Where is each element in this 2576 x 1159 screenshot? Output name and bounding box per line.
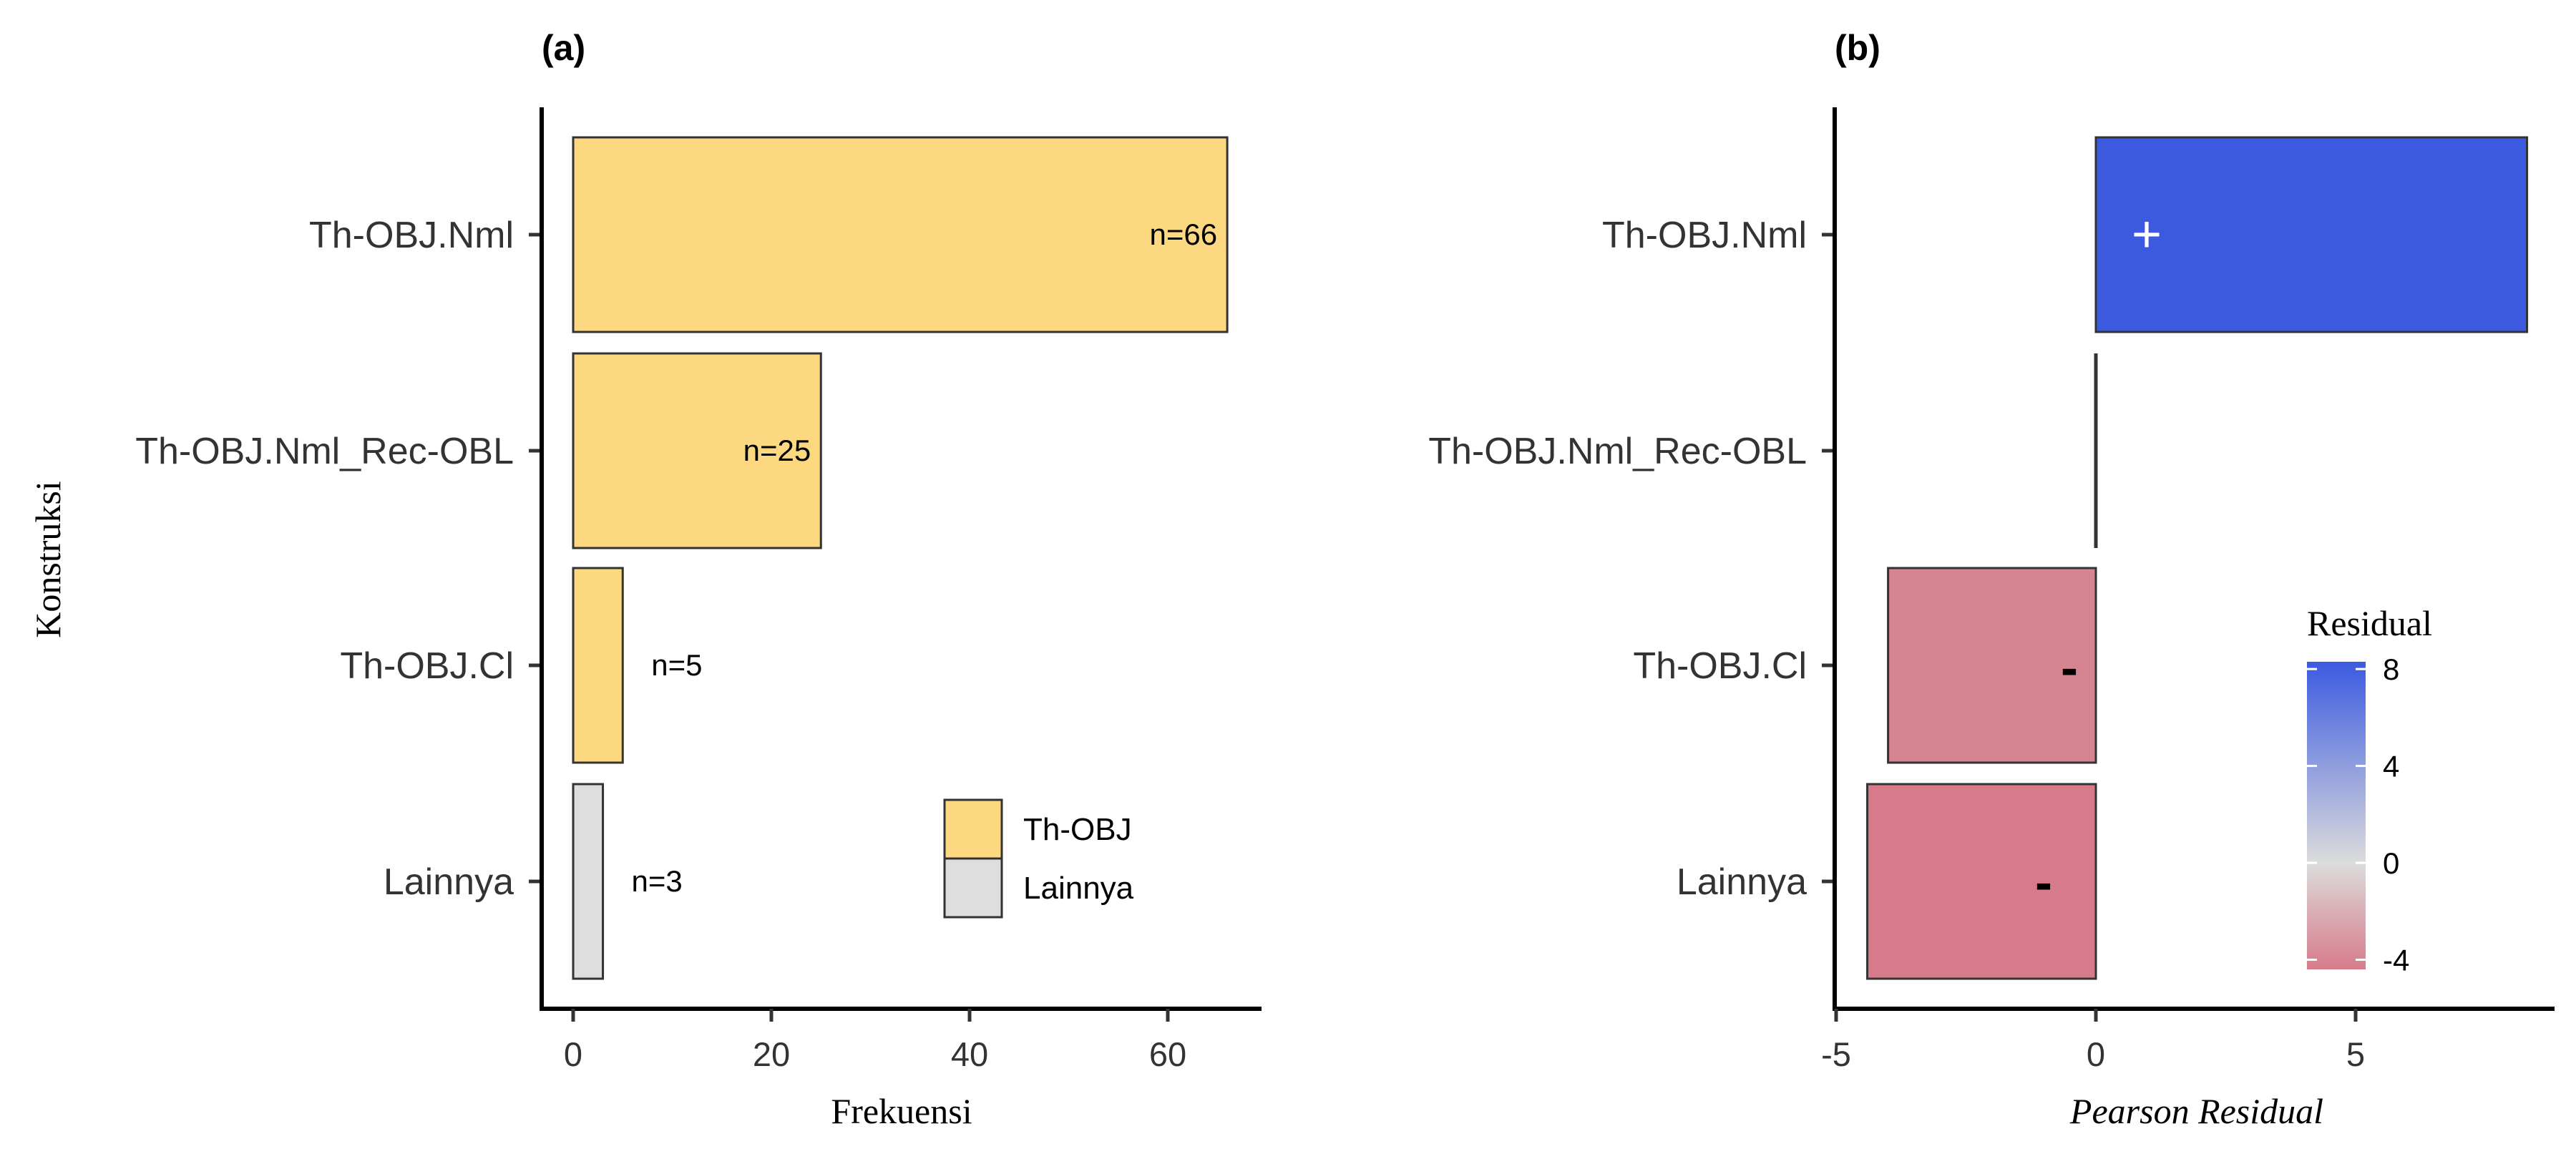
colorbar-tick-label-3: -4	[2383, 943, 2409, 977]
sign-b-0: +	[2132, 206, 2162, 263]
data-label-a-1: n=25	[743, 434, 811, 467]
colorbar-title: Residual	[2307, 603, 2432, 643]
colorbar-tick-label-0: 8	[2383, 652, 2399, 686]
legend-swatch-0	[943, 798, 1003, 860]
bar-a-1	[572, 352, 822, 549]
category-label-b-3: Lainnya	[1677, 861, 1807, 903]
x-axis-title-b: Pearson Residual	[2069, 1091, 2323, 1131]
colorbar-tick-label-1: 4	[2383, 750, 2399, 783]
xtick-label-b-1: 0	[2087, 1035, 2105, 1073]
category-label-a-2: Th-OBJ.Cl	[340, 645, 514, 687]
sign-b-3: -	[2035, 854, 2052, 911]
bar-b-0	[2094, 136, 2529, 333]
data-label-a-0: n=66	[1149, 217, 1217, 251]
panel-label-b: (b)	[1835, 28, 1880, 68]
legend-label-1: Lainnya	[1023, 871, 1134, 906]
bar-a-2	[572, 567, 624, 764]
data-label-a-3: n=3	[632, 864, 683, 898]
bar-a-0	[572, 136, 1229, 333]
category-label-b-2: Th-OBJ.Cl	[1633, 645, 1807, 687]
panel-b: (b) Th-OBJ.Nml Th-OBJ.Nml_Rec-OBL Th-OBJ.Cl…	[1428, 28, 2555, 1131]
legend-label-0: Th-OBJ	[1023, 812, 1132, 847]
xtick-label-a-3: 60	[1149, 1035, 1186, 1073]
category-label-a-3: Lainnya	[384, 861, 514, 903]
bar-b-3	[1866, 783, 2097, 980]
category-label-b-0: Th-OBJ.Nml	[1602, 215, 1807, 256]
xtick-label-a-2: 40	[951, 1035, 988, 1073]
panel-label-a: (a)	[542, 28, 585, 68]
legend-swatch-1	[943, 857, 1003, 919]
sign-b-2: -	[2061, 640, 2078, 697]
colorbar	[2307, 662, 2366, 969]
category-label-a-0: Th-OBJ.Nml	[309, 215, 514, 256]
bar-a-3	[572, 783, 605, 980]
data-label-a-2: n=5	[651, 648, 702, 682]
xtick-label-b-2: 5	[2346, 1035, 2365, 1073]
category-label-b-1: Th-OBJ.Nml_Rec-OBL	[1428, 431, 1807, 472]
xtick-label-a-1: 20	[753, 1035, 790, 1073]
category-label-a-1: Th-OBJ.Nml_Rec-OBL	[135, 431, 514, 472]
panel-a: (a) n=66 Th-OBJ.Nml n=25 Th-OBJ.Nml_Rec-OBLn…	[28, 28, 1262, 1131]
xtick-label-b-0: -5	[1821, 1035, 1851, 1073]
bar-b-2	[1887, 567, 2097, 764]
x-axis-title-a: Frekuensi	[831, 1091, 972, 1131]
y-axis-title-a: Konstruksi	[28, 481, 68, 637]
xtick-label-a-0: 0	[564, 1035, 582, 1073]
colorbar-tick-label-2: 0	[2383, 846, 2399, 880]
